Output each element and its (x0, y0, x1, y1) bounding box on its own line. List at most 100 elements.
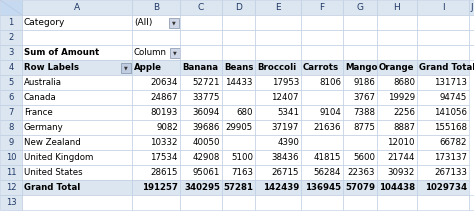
Text: 9186: 9186 (353, 78, 375, 87)
Bar (377, 165, 417, 180)
Bar (22, 165, 132, 180)
Bar (255, 165, 301, 180)
Text: 20634: 20634 (151, 78, 178, 87)
Text: 17534: 17534 (151, 153, 178, 162)
Text: 57079: 57079 (345, 183, 375, 192)
Bar (0, 180, 22, 195)
Bar (222, 165, 255, 180)
Bar (301, 75, 343, 90)
Bar (255, 150, 301, 165)
Bar (0, 90, 22, 105)
Text: 37197: 37197 (272, 123, 299, 132)
Bar (377, 105, 417, 120)
Text: 52721: 52721 (192, 78, 220, 87)
Bar (132, 180, 180, 195)
Bar (132, 105, 180, 120)
Text: 8887: 8887 (393, 123, 415, 132)
Bar (222, 90, 255, 105)
Text: ▼: ▼ (173, 50, 177, 55)
Bar (255, 195, 301, 210)
Bar (377, 30, 417, 45)
Text: 22363: 22363 (347, 168, 375, 177)
Bar (343, 135, 377, 150)
Bar (469, 30, 474, 45)
Text: 9: 9 (9, 138, 14, 147)
Bar (343, 120, 377, 135)
Text: 17953: 17953 (272, 78, 299, 87)
Bar (0, 75, 22, 90)
Bar (22, 105, 132, 120)
Text: Orange: Orange (379, 63, 414, 72)
Text: 141056: 141056 (434, 108, 467, 117)
Text: ▼: ▼ (172, 20, 176, 25)
FancyBboxPatch shape (170, 48, 180, 57)
Text: 8680: 8680 (393, 78, 415, 87)
Bar (343, 30, 377, 45)
Text: 14433: 14433 (226, 78, 253, 87)
Bar (417, 105, 469, 120)
Bar (255, 45, 301, 60)
Bar (377, 120, 417, 135)
Text: 2256: 2256 (393, 108, 415, 117)
Text: Carrots: Carrots (303, 63, 339, 72)
Text: 8: 8 (9, 123, 14, 132)
Text: 12010: 12010 (388, 138, 415, 147)
Bar (222, 135, 255, 150)
Text: Category: Category (24, 18, 65, 27)
Text: 95061: 95061 (192, 168, 220, 177)
Text: F: F (319, 3, 325, 12)
Bar (377, 180, 417, 195)
Bar (222, 105, 255, 120)
Bar (222, 150, 255, 165)
Text: 33775: 33775 (192, 93, 220, 102)
Text: 21636: 21636 (313, 123, 341, 132)
Bar (132, 0, 180, 15)
Text: 680: 680 (237, 108, 253, 117)
Bar (255, 105, 301, 120)
Text: United Kingdom: United Kingdom (24, 153, 93, 162)
Bar (0, 150, 22, 165)
Bar (343, 180, 377, 195)
Bar (222, 75, 255, 90)
Bar (180, 135, 222, 150)
Bar (301, 150, 343, 165)
Text: Canada: Canada (24, 93, 57, 102)
Bar (180, 90, 222, 105)
Bar (22, 195, 132, 210)
Bar (180, 75, 222, 90)
Text: Grand Total: Grand Total (419, 63, 474, 72)
Text: Banana: Banana (182, 63, 218, 72)
Text: United States: United States (24, 168, 82, 177)
Bar (343, 60, 377, 75)
Bar (222, 45, 255, 60)
Text: 6: 6 (9, 93, 14, 102)
Bar (255, 75, 301, 90)
Bar (343, 15, 377, 30)
Bar (343, 75, 377, 90)
Bar (301, 195, 343, 210)
Bar (0, 45, 22, 60)
Text: 19929: 19929 (388, 93, 415, 102)
Bar (132, 30, 180, 45)
Text: Column: Column (134, 48, 167, 57)
Bar (0, 195, 22, 210)
Bar (222, 0, 255, 15)
Bar (377, 75, 417, 90)
Bar (469, 0, 474, 15)
Bar (343, 0, 377, 15)
Bar (222, 180, 255, 195)
Bar (377, 90, 417, 105)
Text: 26715: 26715 (272, 168, 299, 177)
Text: 66782: 66782 (439, 138, 467, 147)
Bar (255, 180, 301, 195)
Bar (301, 120, 343, 135)
Text: Beans: Beans (224, 63, 254, 72)
Text: 57281: 57281 (223, 183, 253, 192)
Text: Apple: Apple (134, 63, 162, 72)
Text: A: A (74, 3, 80, 12)
Bar (343, 90, 377, 105)
Bar (343, 150, 377, 165)
Bar (132, 195, 180, 210)
Bar (417, 45, 469, 60)
Text: 155168: 155168 (434, 123, 467, 132)
